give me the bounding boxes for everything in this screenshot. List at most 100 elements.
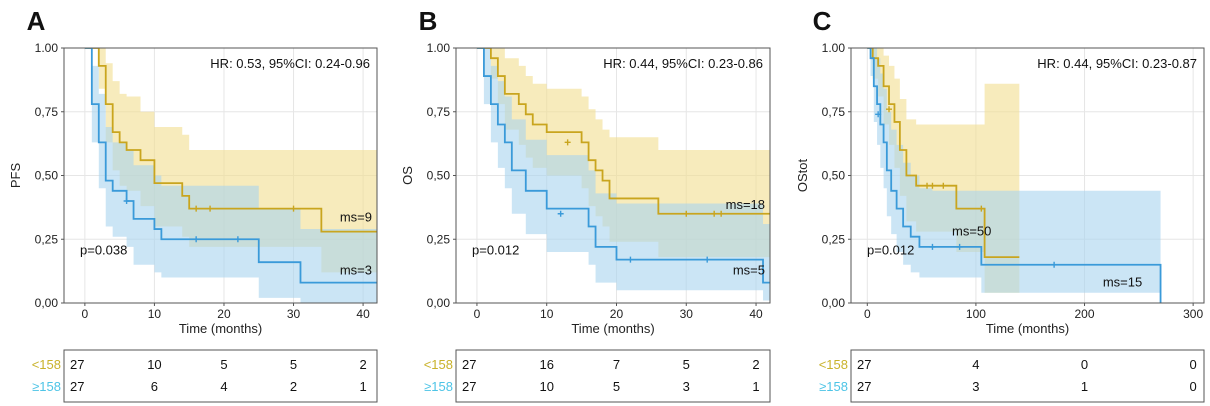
x-tick-label: 20 (217, 307, 231, 321)
y-axis-title: OStot (795, 159, 810, 193)
x-tick-label: 10 (540, 307, 554, 321)
censor-mark-low (978, 205, 985, 212)
y-tick-label: 0,25 (427, 232, 451, 246)
x-tick-label: 40 (356, 307, 370, 321)
censor-mark-high (193, 236, 200, 243)
censor-mark-low (711, 210, 718, 217)
risk-count: 27 (462, 379, 476, 394)
risk-table: <158 27 16 7 5 2 ≥158 27 10 5 3 1 (424, 349, 771, 403)
censor-mark-high (557, 210, 564, 217)
risk-count: 3 (683, 379, 690, 394)
risk-table-frame (455, 349, 771, 403)
plot-area (867, 48, 1162, 303)
risk-count: 27 (70, 357, 84, 372)
risk-count: 10 (147, 357, 161, 372)
censor-mark-high (956, 243, 963, 250)
median-survival-low: ms=50 (952, 223, 991, 238)
censor-mark-low (564, 139, 571, 146)
risk-count: 27 (857, 379, 871, 394)
risk-group-label-high: ≥158 (424, 379, 453, 394)
censor-mark-low (940, 182, 947, 189)
x-tick-label: 10 (148, 307, 162, 321)
y-tick-label: 0,00 (427, 296, 451, 310)
ci-band-high (867, 48, 1161, 293)
censor-mark-low (290, 205, 297, 212)
median-survival-high: ms=3 (340, 263, 372, 278)
survival-curve-high (867, 48, 1162, 303)
km-panel-b: B 0 10 20 30 40 0,00 0,25 0,50 0,75 1.00 Time (mont… (400, 6, 771, 403)
risk-group-label-high: ≥158 (819, 379, 848, 394)
panel-letter: A (27, 6, 46, 36)
risk-count: 5 (220, 357, 227, 372)
risk-count: 6 (151, 379, 158, 394)
censor-mark-low (886, 106, 893, 113)
median-survival-high: ms=15 (1103, 274, 1142, 289)
median-survival-high: ms=5 (733, 263, 765, 278)
risk-count: 0 (1081, 357, 1088, 372)
hr-annotation: HR: 0.44, 95%CI: 0.23-0.86 (603, 56, 763, 71)
risk-table: <158 27 10 5 5 2 ≥158 27 6 4 2 1 (32, 349, 378, 403)
risk-count: 5 (290, 357, 297, 372)
censor-mark-low (683, 210, 690, 217)
risk-count: 2 (359, 357, 366, 372)
risk-count: 16 (539, 357, 553, 372)
y-tick-label: 0,50 (35, 169, 59, 183)
y-tick-label: 0,00 (822, 296, 846, 310)
censor-mark-high (234, 236, 241, 243)
risk-count: 3 (972, 379, 979, 394)
survival-curve-low (867, 48, 1020, 258)
p-value-annotation: p=0.012 (472, 243, 519, 258)
x-tick-label: 20 (610, 307, 624, 321)
censor-mark-high (1051, 261, 1058, 268)
risk-table-frame (63, 349, 378, 403)
risk-count: 5 (683, 357, 690, 372)
x-tick-label: 100 (966, 307, 986, 321)
panel-letter: B (419, 6, 438, 36)
y-tick-label: 1.00 (822, 41, 846, 55)
censor-mark-high (929, 243, 936, 250)
km-panel-a: A 0 10 20 30 40 0,00 0,25 0,50 0,75 1.00 Time (mont… (8, 6, 378, 403)
risk-count: 27 (70, 379, 84, 394)
risk-count: 0 (1190, 379, 1197, 394)
risk-count: 5 (613, 379, 620, 394)
y-tick-label: 0,50 (822, 169, 846, 183)
plot-area (476, 48, 770, 301)
y-tick-label: 0,50 (427, 169, 451, 183)
risk-count: 10 (539, 379, 553, 394)
censor-mark-low (718, 210, 725, 217)
risk-count: 0 (1190, 357, 1197, 372)
x-tick-label: 0 (474, 307, 481, 321)
y-tick-label: 0,00 (35, 296, 59, 310)
plot-area (84, 48, 377, 303)
ci-band-high (476, 48, 770, 301)
y-tick-label: 0,75 (822, 105, 846, 119)
y-tick-label: 0,75 (427, 105, 451, 119)
x-tick-label: 40 (749, 307, 763, 321)
risk-table-frame (850, 349, 1205, 403)
censor-mark-high (875, 111, 882, 118)
hr-annotation: HR: 0.44, 95%CI: 0.23-0.87 (1037, 56, 1197, 71)
risk-count: 27 (857, 357, 871, 372)
x-tick-label: 30 (680, 307, 694, 321)
risk-count: 1 (359, 379, 366, 394)
p-value-annotation: p=0.038 (80, 243, 127, 258)
risk-group-label-high: ≥158 (32, 379, 61, 394)
censor-mark-low (207, 205, 214, 212)
survival-curve-high (476, 48, 770, 284)
censor-mark-low (929, 182, 936, 189)
survival-curve-low (84, 48, 377, 233)
censor-mark-high (123, 198, 130, 204)
x-axis-title: Time (months) (179, 321, 262, 336)
panel-letter: C (813, 6, 832, 36)
risk-count: 4 (220, 379, 227, 394)
y-axis-title: OS (400, 166, 415, 185)
y-tick-label: 0,25 (822, 232, 846, 246)
ci-band-high (84, 48, 377, 303)
censor-mark-low (193, 205, 200, 212)
survival-curve-low (476, 48, 770, 215)
y-axis-title: PFS (8, 163, 23, 189)
risk-table: <158 27 4 0 0 ≥158 27 3 1 0 (819, 349, 1205, 403)
x-axis-title: Time (months) (986, 321, 1069, 336)
x-tick-label: 300 (1183, 307, 1203, 321)
